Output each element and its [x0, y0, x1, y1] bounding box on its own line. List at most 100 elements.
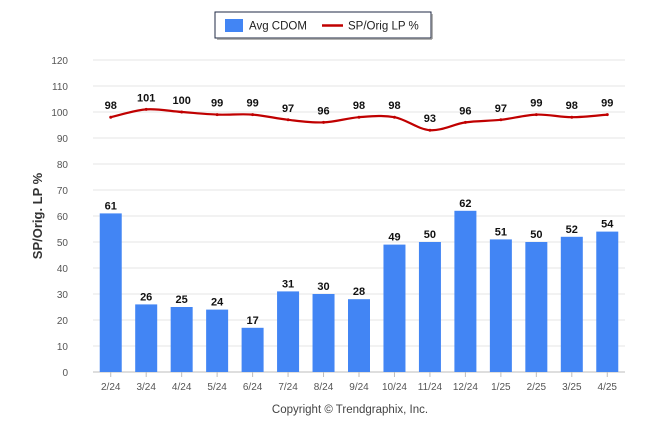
line-value-label: 98 [566, 100, 578, 112]
bar-value-label: 62 [459, 198, 471, 210]
bar-value-label: 49 [388, 232, 400, 244]
bar-9/24 [348, 299, 370, 372]
bar-value-label: 52 [566, 224, 578, 236]
bar-7/24 [277, 291, 300, 372]
x-tick-label: 10/24 [382, 382, 407, 393]
line-point-2/25 [534, 113, 538, 117]
legend-label-line: SP/Orig LP % [348, 21, 419, 33]
line-point-4/25 [605, 113, 609, 117]
bar-4/24 [170, 307, 193, 372]
bar-series [99, 210, 619, 372]
x-tick-label: 3/25 [562, 382, 582, 393]
line-value-label: 96 [317, 105, 329, 117]
line-point-9/24 [357, 115, 361, 119]
y-tick-label-50: 50 [57, 238, 69, 249]
legend: Avg CDOM SP/Orig LP % [214, 11, 433, 40]
x-tick-label: 7/24 [278, 382, 298, 393]
legend-frame [214, 11, 432, 39]
bar-value-label: 17 [246, 315, 258, 327]
line-point-12/24 [463, 120, 467, 124]
x-tick-label: 8/24 [314, 382, 334, 393]
data-labels: 61 26 25 24 17 31 30 28 49 50 62 51 50 52 54 98 101 100 99… [105, 92, 615, 326]
line-value-label: 97 [282, 103, 294, 115]
line-value-label: 100 [172, 95, 190, 107]
x-tick-label: 5/24 [207, 382, 227, 393]
copyright-text: Copyright © Trendgraphix, Inc. [272, 404, 428, 416]
y-tick-label-90: 90 [57, 134, 69, 145]
y-tick-label-70: 70 [57, 186, 69, 197]
bar-value-label: 26 [140, 291, 152, 303]
bar-6/24 [241, 327, 264, 372]
line-point-8/24 [322, 120, 326, 124]
bar-5/24 [206, 309, 229, 372]
bar-3/24 [135, 304, 158, 372]
x-tick-label: 3/24 [136, 382, 156, 393]
bar-2/24 [99, 213, 122, 372]
line-value-label: 99 [211, 98, 223, 110]
bar-value-label: 61 [105, 200, 117, 212]
y-tick-label-120: 120 [51, 56, 68, 67]
bar-value-label: 51 [495, 226, 507, 238]
bar-3/25 [560, 236, 583, 372]
bar-10/24 [383, 244, 406, 372]
y-tick-label-20: 20 [57, 316, 69, 327]
line-value-label: 93 [424, 113, 436, 125]
x-tick-label: 12/24 [453, 382, 478, 393]
bar-11/24 [418, 242, 441, 372]
bar-8/24 [312, 294, 335, 372]
bar-value-label: 54 [601, 219, 614, 231]
x-tick-label: 2/24 [101, 382, 121, 393]
line-value-label: 98 [388, 100, 400, 112]
x-tick-label: 1/25 [491, 382, 511, 393]
legend-label-bar: Avg CDOM [249, 21, 307, 33]
axes: 0 10 20 30 40 50 60 70 80 90 100 110 120 2/24 3/24 4/24… [51, 56, 617, 393]
x-tick-label: 6/24 [243, 382, 263, 393]
line-value-label: 99 [530, 98, 542, 110]
y-tick-label-40: 40 [57, 264, 69, 275]
line-point-6/24 [251, 113, 255, 117]
y-tick-label-100: 100 [51, 108, 68, 119]
line-point-3/25 [570, 115, 574, 119]
bar-value-label: 28 [353, 286, 365, 298]
line-point-1/25 [499, 118, 503, 122]
x-tick-label: 2/25 [527, 382, 547, 393]
y-tick-label-30: 30 [57, 290, 69, 301]
line-value-label: 98 [105, 100, 117, 112]
line-value-label: 99 [246, 98, 258, 110]
bar-value-label: 30 [317, 281, 329, 293]
bar-2/25 [525, 242, 548, 372]
bar-1/25 [489, 239, 512, 372]
bar-value-label: 50 [424, 229, 436, 241]
bar-value-label: 24 [211, 297, 224, 309]
legend-swatch-bar [225, 19, 243, 32]
bar-value-label: 50 [530, 229, 542, 241]
x-tick-label: 11/24 [418, 382, 443, 393]
bar-value-label: 31 [282, 278, 294, 290]
x-tick-label: 4/24 [172, 382, 192, 393]
line-point-2/24 [109, 115, 113, 119]
bar-4/25 [596, 231, 619, 372]
line-value-label: 96 [459, 105, 471, 117]
bar-12/24 [454, 210, 477, 372]
line-value-label: 97 [495, 103, 507, 115]
x-tick-label: 4/25 [598, 382, 618, 393]
y-tick-label-80: 80 [57, 160, 69, 171]
line-value-label: 101 [137, 92, 155, 104]
x-tick-label: 9/24 [349, 382, 369, 393]
line-value-label: 99 [601, 98, 613, 110]
line-point-10/24 [392, 115, 396, 119]
line-point-11/24 [428, 128, 432, 132]
line-series [109, 107, 609, 132]
y-tick-label-0: 0 [62, 368, 68, 379]
bar-value-label: 25 [176, 294, 188, 306]
y-tick-label-10: 10 [57, 342, 69, 353]
y-tick-label-110: 110 [52, 82, 68, 93]
line-point-7/24 [286, 118, 290, 122]
line-point-3/24 [144, 107, 148, 111]
line-point-4/24 [180, 110, 184, 114]
y-tick-label-60: 60 [57, 212, 69, 223]
line-point-5/24 [215, 113, 219, 117]
line-value-label: 98 [353, 100, 365, 112]
